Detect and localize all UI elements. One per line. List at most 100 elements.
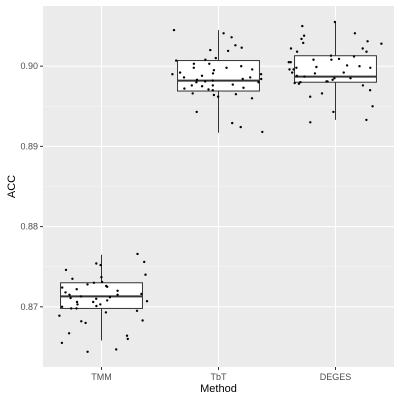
data-point-deges [358, 65, 361, 68]
data-point-tbt [204, 58, 207, 61]
data-point-tmm [60, 341, 64, 345]
data-point-deges [349, 77, 352, 80]
data-point-tbt [211, 89, 214, 92]
data-point-tbt [171, 73, 174, 76]
data-point-tbt [261, 130, 264, 134]
data-point-tbt [178, 71, 182, 74]
data-point-deges [295, 50, 299, 53]
data-point-tmm [145, 300, 149, 303]
data-point-deges [299, 81, 302, 84]
data-point-deges [313, 72, 317, 75]
data-point-tmm [75, 307, 78, 310]
y-tick-label: 0.90 [20, 61, 38, 71]
data-point-tmm [75, 300, 79, 304]
data-point-tmm [95, 262, 98, 265]
data-point-tbt [259, 73, 263, 76]
data-point-tbt [172, 28, 176, 32]
data-point-deges [365, 50, 368, 53]
data-point-tmm [125, 334, 129, 337]
data-point-tmm [61, 286, 64, 289]
data-point-tmm [76, 303, 79, 306]
data-point-tmm [84, 321, 87, 325]
data-point-tmm [64, 268, 68, 272]
data-point-tbt [191, 92, 194, 95]
data-point-tbt [195, 110, 198, 114]
data-point-tmm [80, 320, 83, 323]
x-axis: TMM TbT DEGES [91, 367, 351, 382]
data-point-deges [309, 121, 312, 124]
data-point-tmm [95, 304, 98, 308]
data-point-tbt [200, 74, 204, 78]
data-point-tmm [126, 337, 129, 341]
data-point-deges [309, 95, 312, 98]
data-point-deges [291, 71, 294, 74]
data-point-tmm [99, 303, 102, 306]
data-point-deges [353, 32, 357, 35]
y-tick-label: 0.89 [20, 141, 38, 151]
data-point-deges [365, 118, 368, 122]
data-point-deges [331, 78, 334, 82]
data-point-deges [289, 61, 292, 64]
data-point-tmm [71, 277, 74, 280]
data-point-tbt [190, 84, 193, 87]
data-point-deges [302, 41, 305, 45]
data-point-deges [300, 37, 303, 41]
data-point-tmm [68, 293, 71, 296]
x-axis-title: Method [200, 383, 237, 395]
box [177, 60, 260, 92]
data-point-tbt [231, 83, 234, 86]
data-point-tbt [192, 62, 196, 65]
data-point-tbt [209, 48, 212, 52]
data-point-tbt [241, 77, 244, 81]
data-point-deges [288, 68, 291, 71]
data-point-tmm [115, 348, 118, 351]
data-point-tbt [240, 65, 243, 68]
data-point-deges [345, 64, 349, 67]
data-point-tbt [250, 97, 254, 100]
data-point-tbt [195, 81, 198, 84]
data-point-tbt [239, 125, 242, 129]
data-point-tmm [64, 291, 67, 294]
data-point-tbt [242, 86, 245, 90]
data-point-tmm [75, 288, 78, 291]
data-point-deges [333, 20, 337, 24]
data-point-tmm [67, 332, 71, 335]
data-point-tbt [182, 76, 186, 79]
data-point-tbt [175, 59, 178, 62]
data-point-tmm [108, 296, 112, 299]
data-point-tbt [211, 79, 214, 82]
data-point-deges [352, 55, 356, 58]
data-point-tmm [79, 295, 83, 298]
data-point-tbt [211, 84, 214, 87]
data-point-deges [303, 75, 306, 78]
data-point-tmm [100, 280, 104, 284]
data-point-tbt [260, 77, 263, 81]
data-point-deges [361, 47, 364, 50]
data-point-tbt [251, 68, 254, 71]
y-axis-title: ACC [6, 175, 18, 198]
data-point-deges [295, 74, 298, 78]
data-point-deges [342, 71, 345, 74]
data-point-deges [371, 105, 374, 108]
y-tick-label: 0.88 [20, 222, 38, 232]
data-point-deges [312, 58, 315, 61]
data-point-tmm [70, 307, 73, 310]
data-point-tmm [86, 283, 89, 286]
x-tick-label: TMM [91, 372, 112, 382]
data-point-tbt [230, 36, 233, 39]
data-point-tbt [231, 121, 234, 125]
data-point-deges [295, 66, 298, 70]
data-point-tmm [144, 273, 147, 276]
data-point-deges [332, 110, 335, 114]
data-point-deges [337, 57, 341, 61]
data-point-tmm [92, 300, 95, 304]
data-point-tmm [135, 309, 139, 312]
data-point-tmm [136, 252, 139, 256]
data-point-tbt [216, 95, 220, 98]
data-point-tmm [116, 289, 119, 292]
data-point-tbt [195, 78, 199, 82]
data-point-tbt [249, 76, 252, 79]
data-point-tbt [234, 44, 237, 47]
data-point-deges [315, 65, 318, 69]
data-point-deges [320, 92, 324, 95]
